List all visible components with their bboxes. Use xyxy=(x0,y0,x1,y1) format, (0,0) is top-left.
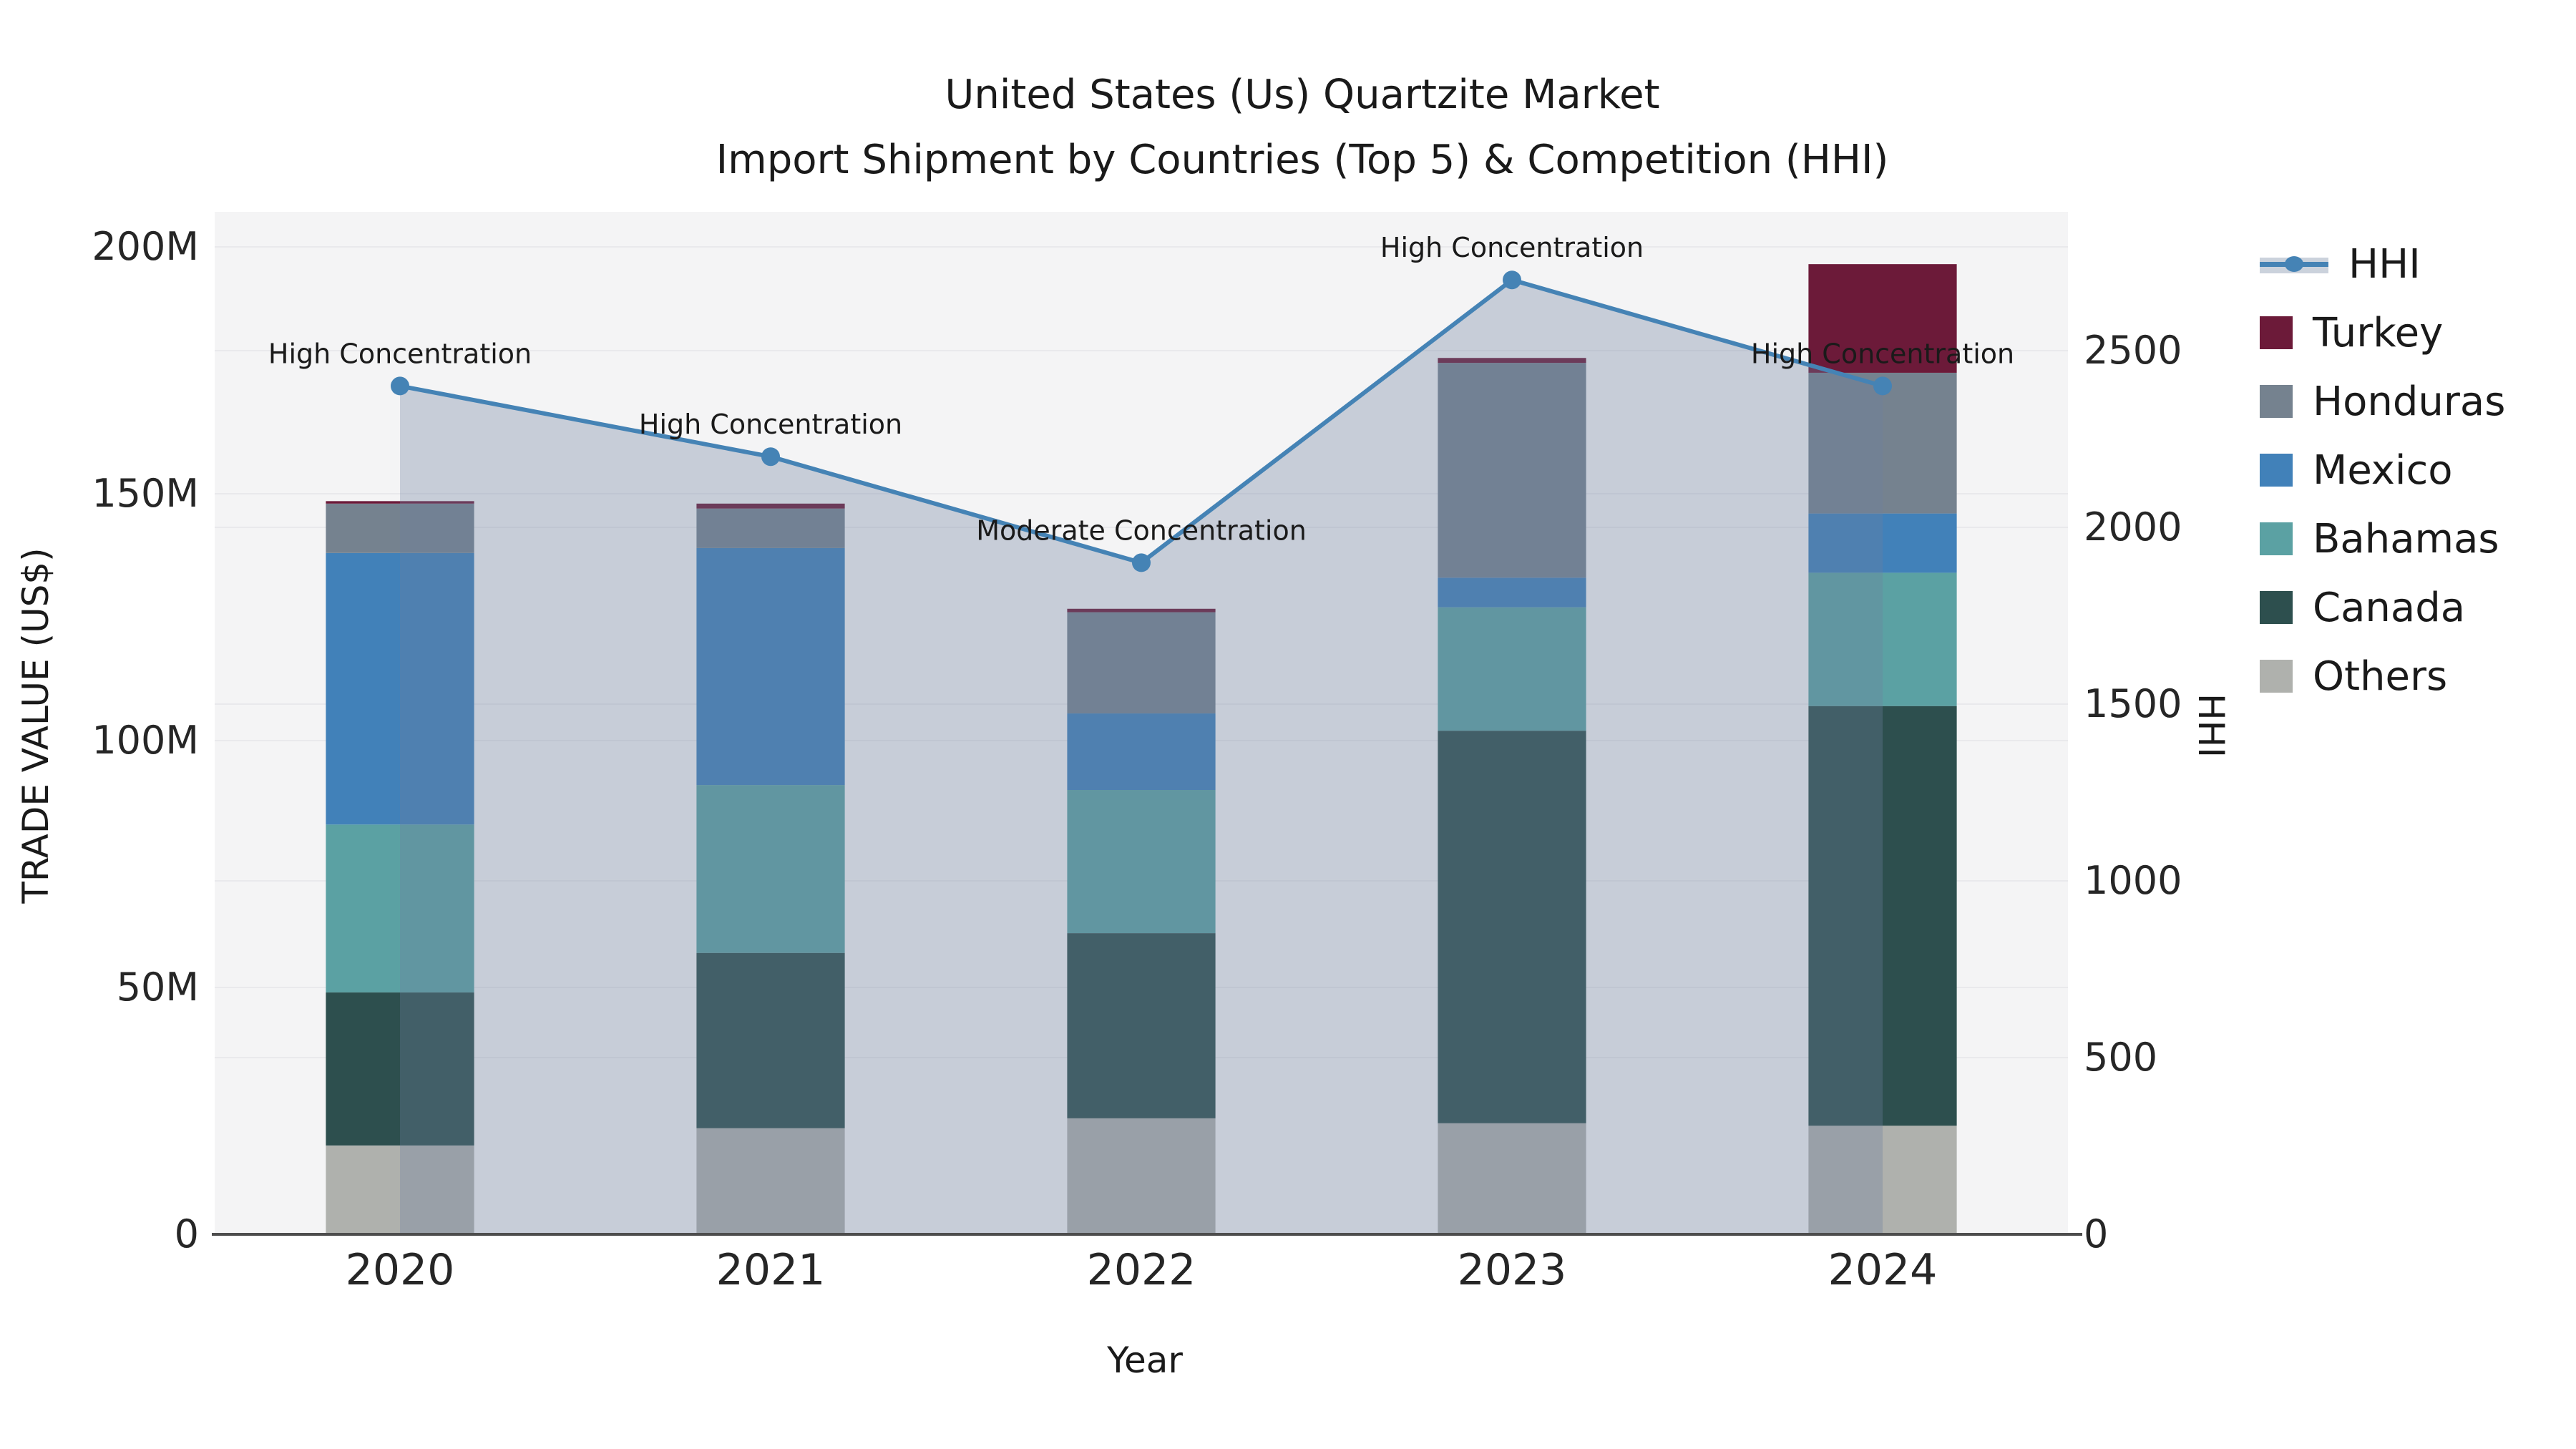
bar-segment-2020-canada xyxy=(326,992,474,1146)
bar-segment-2022-others xyxy=(1067,1118,1216,1234)
others-swatch-icon xyxy=(2260,660,2293,693)
legend-label-honduras: Honduras xyxy=(2313,378,2506,425)
legend-label-turkey: Turkey xyxy=(2313,309,2444,356)
bar-segment-2020-mexico xyxy=(326,552,474,825)
bar-segment-2023-others xyxy=(1438,1123,1586,1234)
bar-segment-2020-others xyxy=(326,1145,474,1234)
hhi-marker-2020 xyxy=(391,376,409,396)
bar-segment-2021-others xyxy=(696,1128,845,1234)
chart-title: United States (Us) Quartzite Market Impo… xyxy=(444,63,2161,192)
canada-swatch-icon xyxy=(2260,591,2293,624)
legend-row-mexico: Mexico xyxy=(2260,447,2505,494)
bar-segment-2022-bahamas xyxy=(1067,790,1216,934)
x-tick-2021: 2021 xyxy=(716,1245,826,1295)
mexico-swatch-icon xyxy=(2260,454,2293,487)
hhi-marker-2023 xyxy=(1503,270,1521,290)
legend-row-hhi: HHI xyxy=(2260,240,2505,288)
bar-segment-2021-canada xyxy=(696,952,845,1128)
legend-row-bahamas: Bahamas xyxy=(2260,515,2505,562)
chart-title-line1: United States (Us) Quartzite Market xyxy=(945,72,1660,118)
bar-segment-2020-turkey xyxy=(326,501,474,504)
bar-segment-2021-honduras xyxy=(696,508,845,548)
turkey-swatch-icon xyxy=(2260,316,2293,349)
legend-label-bahamas: Bahamas xyxy=(2313,515,2499,562)
bar-segment-2023-honduras xyxy=(1438,363,1586,578)
hhi-dot-swatch xyxy=(2285,256,2303,272)
bar-segment-2024-others xyxy=(1808,1126,1957,1234)
bar-segment-2024-bahamas xyxy=(1808,572,1957,706)
x-tick-2020: 2020 xyxy=(346,1245,455,1295)
y-right-tick-1500: 1500 xyxy=(2084,681,2182,726)
y-right-tick-2000: 2000 xyxy=(2084,504,2182,550)
y-right-axis-title: HHI xyxy=(2190,693,2232,758)
chart-title-line2: Import Shipment by Countries (Top 5) & C… xyxy=(716,136,1889,183)
honduras-swatch-icon xyxy=(2260,385,2293,418)
bar-segment-2021-mexico xyxy=(696,547,845,786)
hhi-area xyxy=(400,280,1883,1235)
x-axis-title: Year xyxy=(1107,1340,1183,1381)
legend-row-canada: Canada xyxy=(2260,584,2505,631)
bar-segment-2023-mexico xyxy=(1438,577,1586,608)
bar-segment-2024-turkey xyxy=(1808,264,1957,373)
legend: HHI Turkey Honduras Mexico Bahamas Canad… xyxy=(2260,240,2506,700)
bar-segment-2022-honduras xyxy=(1067,612,1216,714)
bar-segment-2024-canada xyxy=(1808,706,1957,1126)
bar-segment-2024-honduras xyxy=(1808,372,1957,514)
legend-label-canada: Canada xyxy=(2313,584,2466,631)
y-left-tick-200m: 200M xyxy=(92,224,199,269)
legend-label-mexico: Mexico xyxy=(2313,447,2453,494)
bar-segment-2023-bahamas xyxy=(1438,607,1586,731)
y-right-tick-1000: 1000 xyxy=(2084,858,2182,903)
y-left-tick-100m: 100M xyxy=(92,718,199,763)
legend-label-hhi: HHI xyxy=(2348,240,2421,288)
bar-segment-2023-turkey xyxy=(1438,358,1586,364)
bar-segment-2022-turkey xyxy=(1067,608,1216,613)
y-left-tick-0: 0 xyxy=(175,1211,199,1257)
legend-row-honduras: Honduras xyxy=(2260,378,2506,425)
bar-segment-2022-mexico xyxy=(1067,713,1216,790)
y-right-tick-500: 500 xyxy=(2084,1035,2157,1080)
hhi-legend-marker-icon xyxy=(2260,246,2328,282)
bar-segment-2020-bahamas xyxy=(326,824,474,992)
x-tick-2023: 2023 xyxy=(1458,1245,1567,1295)
bar-segment-2024-mexico xyxy=(1808,513,1957,573)
bar-segment-2023-canada xyxy=(1438,731,1586,1123)
bar-segment-2020-honduras xyxy=(326,503,474,553)
hhi-marker-2024 xyxy=(1873,376,1892,396)
y-left-axis-title: TRADE VALUE (US$) xyxy=(15,547,57,904)
annotation-2020: High Concentration xyxy=(268,338,532,369)
annotation-2024: High Concentration xyxy=(1751,338,2014,369)
x-tick-2024: 2024 xyxy=(1828,1245,1938,1295)
hhi-marker-2021 xyxy=(761,447,780,467)
y-left-tick-150m: 150M xyxy=(92,471,199,516)
x-tick-2022: 2022 xyxy=(1087,1245,1196,1295)
bar-segment-2021-turkey xyxy=(696,503,845,509)
y-right-tick-0: 0 xyxy=(2084,1211,2108,1257)
hhi-marker-2022 xyxy=(1132,553,1151,572)
legend-label-others: Others xyxy=(2313,653,2448,700)
annotation-2021: High Concentration xyxy=(639,409,902,440)
annotation-2023: High Concentration xyxy=(1380,232,1644,263)
bar-segment-2021-bahamas xyxy=(696,785,845,953)
annotation-2022: Moderate Concentration xyxy=(976,514,1307,546)
bar-segment-2022-canada xyxy=(1067,933,1216,1118)
y-left-tick-50m: 50M xyxy=(117,965,199,1010)
y-right-tick-2500: 2500 xyxy=(2084,328,2182,373)
bahamas-swatch-icon xyxy=(2260,522,2293,555)
legend-row-turkey: Turkey xyxy=(2260,309,2505,356)
legend-row-others: Others xyxy=(2260,653,2505,700)
